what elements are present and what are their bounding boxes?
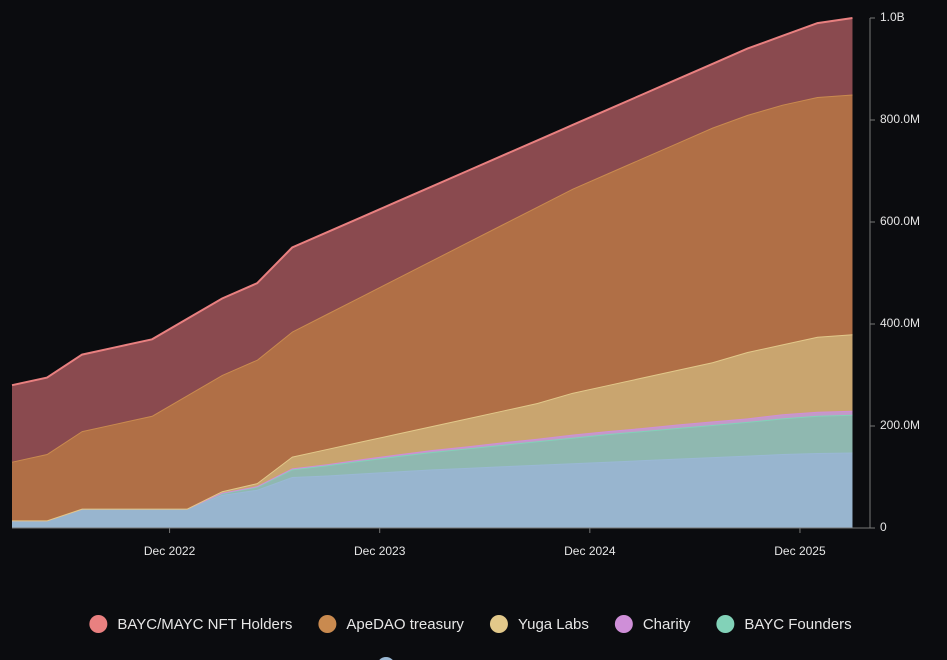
legend-label: ApeDAO treasury bbox=[346, 616, 464, 633]
legend-dot bbox=[614, 615, 633, 633]
area-line bbox=[11, 17, 853, 387]
y-tick-label: 0 bbox=[880, 520, 887, 534]
legend-dot bbox=[379, 657, 393, 660]
x-tick-label: Dec 2022 bbox=[144, 544, 196, 558]
x-tick-label: Dec 2024 bbox=[564, 544, 616, 558]
legend-label: BAYC Founders bbox=[744, 616, 851, 633]
legend-label: Yuga Labs bbox=[518, 616, 589, 633]
area-fill bbox=[12, 18, 853, 462]
legend-dot bbox=[89, 615, 108, 633]
area-fill bbox=[12, 334, 853, 521]
y-tick-label: 400.0M bbox=[880, 316, 920, 330]
area-fill bbox=[12, 452, 853, 528]
legend-dot bbox=[716, 615, 735, 633]
y-tick-label: 800.0M bbox=[880, 112, 920, 126]
y-tick-label: 1.0B bbox=[880, 10, 905, 24]
x-tick-label: Dec 2025 bbox=[774, 544, 826, 558]
legend-label: BAYC/MAYC NFT Holders bbox=[117, 616, 292, 633]
x-tick-label: Dec 2023 bbox=[354, 544, 406, 558]
legend-dot bbox=[489, 615, 508, 633]
area-fill bbox=[12, 94, 853, 521]
legend-label: Charity bbox=[643, 616, 691, 633]
legend-dot bbox=[318, 615, 337, 633]
y-tick-label: 600.0M bbox=[880, 214, 920, 228]
y-tick-label: 200.0M bbox=[880, 418, 920, 432]
